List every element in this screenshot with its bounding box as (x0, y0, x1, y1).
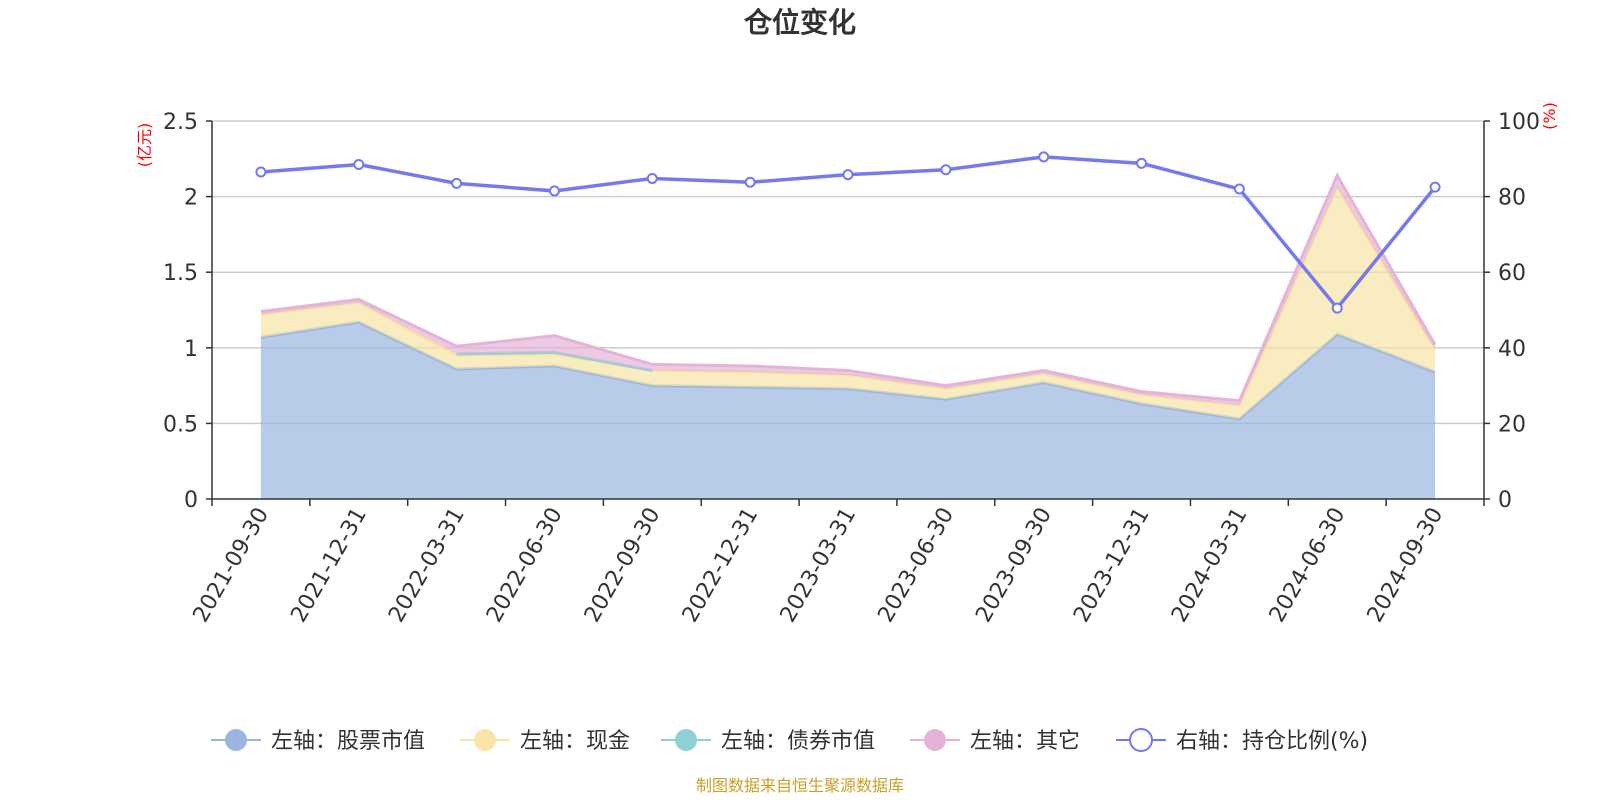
left-axis-unit: (亿元) (135, 123, 154, 168)
legend-marker-icon (225, 729, 247, 751)
right-tick-label: 60 (1498, 261, 1526, 286)
ratio-point[interactable] (1331, 302, 1343, 314)
legend-marker-icon (675, 729, 697, 751)
ratio-point[interactable] (940, 164, 952, 176)
right-tick-label: 0 (1498, 488, 1512, 513)
x-tick-label: 2024-06-30 (1265, 504, 1351, 627)
left-tick-label: 1 (184, 337, 198, 362)
x-tick-label: 2023-03-31 (776, 504, 862, 627)
stacked-areas (260, 172, 1437, 499)
right-tick-label: 20 (1498, 412, 1526, 437)
legend-label: 左轴：债券市值 (721, 729, 875, 754)
ratio-point[interactable] (451, 177, 463, 189)
legend-item[interactable]: 左轴：股票市值 (211, 729, 425, 754)
left-tick-label: 1.5 (163, 261, 198, 286)
legend[interactable]: 左轴：股票市值 左轴：现金 左轴：债券市值 左轴：其它 右轴：持仓比例(%) (211, 728, 1368, 754)
x-tick-label: 2021-12-31 (286, 504, 372, 627)
ratio-point[interactable] (842, 169, 854, 181)
legend-marker-icon (1129, 728, 1153, 752)
x-tick-label: 2023-09-30 (971, 504, 1057, 627)
right-axis-unit: (%) (1540, 102, 1559, 130)
area-2 (260, 187, 1436, 419)
legend-item[interactable]: 左轴：现金 (460, 729, 630, 754)
ratio-point[interactable] (1136, 157, 1148, 169)
ratio-point[interactable] (353, 158, 365, 170)
ratio-line (255, 151, 1441, 314)
legend-label: 右轴：持仓比例(%) (1176, 729, 1368, 754)
ratio-point[interactable] (646, 172, 658, 184)
right-tick-label: 80 (1498, 186, 1526, 211)
x-tick-label: 2023-12-31 (1069, 504, 1155, 627)
x-tick-label: 2024-09-30 (1363, 504, 1449, 627)
area-edge-4 (260, 172, 1437, 403)
x-tick-label: 2022-03-31 (384, 503, 470, 626)
x-tick-label: 2022-12-31 (678, 504, 764, 627)
legend-label: 左轴：其它 (970, 729, 1080, 754)
ratio-point[interactable] (744, 176, 756, 188)
right-tick-label: 100 (1498, 110, 1540, 135)
legend-label: 左轴：现金 (520, 729, 630, 754)
left-tick-label: 2.5 (163, 110, 198, 135)
left-tick-label: 2 (184, 186, 198, 211)
legend-item[interactable]: 左轴：债券市值 (661, 729, 875, 754)
legend-label: 左轴：股票市值 (271, 729, 425, 754)
x-tick-label: 2022-09-30 (580, 504, 666, 627)
ratio-point[interactable] (548, 185, 560, 197)
x-tick-label: 2022-06-30 (482, 504, 568, 627)
legend-item[interactable]: 右轴：持仓比例(%) (1116, 728, 1368, 754)
area-4 (260, 175, 1436, 406)
legend-marker-icon (924, 729, 946, 751)
ratio-point[interactable] (1429, 181, 1441, 193)
source-note: 制图数据来自恒生聚源数据库 (696, 776, 904, 795)
left-tick-label: 0 (184, 488, 198, 513)
x-tick-label: 2021-09-30 (189, 504, 275, 627)
left-tick-label: 0.5 (163, 412, 198, 437)
ratio-point[interactable] (1038, 151, 1050, 163)
x-tick-label: 2024-03-31 (1167, 504, 1253, 627)
legend-marker-icon (474, 729, 496, 751)
ratio-point[interactable] (1233, 183, 1245, 195)
ratio-point[interactable] (255, 166, 267, 178)
legend-item[interactable]: 左轴：其它 (910, 729, 1080, 754)
chart-title: 仓位变化 (744, 6, 856, 39)
right-tick-label: 40 (1498, 337, 1526, 362)
x-tick-label: 2023-06-30 (873, 504, 959, 627)
